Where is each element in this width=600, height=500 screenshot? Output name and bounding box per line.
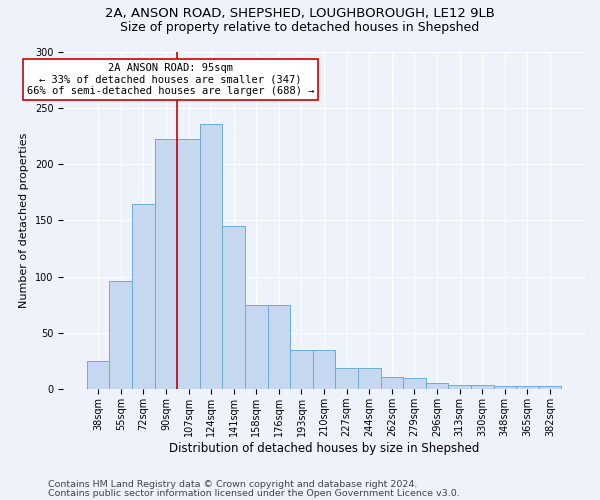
Bar — [426, 382, 448, 390]
Bar — [155, 140, 177, 390]
Bar — [132, 204, 155, 390]
Bar — [109, 281, 132, 390]
Bar — [335, 368, 358, 390]
Bar — [403, 378, 426, 390]
Bar — [200, 124, 223, 390]
Bar — [516, 386, 539, 390]
Text: Size of property relative to detached houses in Shepshed: Size of property relative to detached ho… — [121, 21, 479, 34]
Bar — [177, 140, 200, 390]
Bar — [448, 385, 471, 390]
Bar — [494, 386, 516, 390]
Text: Contains public sector information licensed under the Open Government Licence v3: Contains public sector information licen… — [48, 489, 460, 498]
Bar — [268, 305, 290, 390]
Bar — [245, 305, 268, 390]
Bar — [539, 386, 561, 390]
Bar — [358, 368, 380, 390]
Bar — [313, 350, 335, 390]
X-axis label: Distribution of detached houses by size in Shepshed: Distribution of detached houses by size … — [169, 442, 479, 455]
Y-axis label: Number of detached properties: Number of detached properties — [19, 132, 29, 308]
Bar — [223, 226, 245, 390]
Bar — [471, 385, 494, 390]
Bar — [87, 361, 109, 390]
Bar — [380, 377, 403, 390]
Text: Contains HM Land Registry data © Crown copyright and database right 2024.: Contains HM Land Registry data © Crown c… — [48, 480, 418, 489]
Bar — [290, 350, 313, 390]
Text: 2A, ANSON ROAD, SHEPSHED, LOUGHBOROUGH, LE12 9LB: 2A, ANSON ROAD, SHEPSHED, LOUGHBOROUGH, … — [105, 8, 495, 20]
Text: 2A ANSON ROAD: 95sqm
← 33% of detached houses are smaller (347)
66% of semi-deta: 2A ANSON ROAD: 95sqm ← 33% of detached h… — [26, 63, 314, 96]
